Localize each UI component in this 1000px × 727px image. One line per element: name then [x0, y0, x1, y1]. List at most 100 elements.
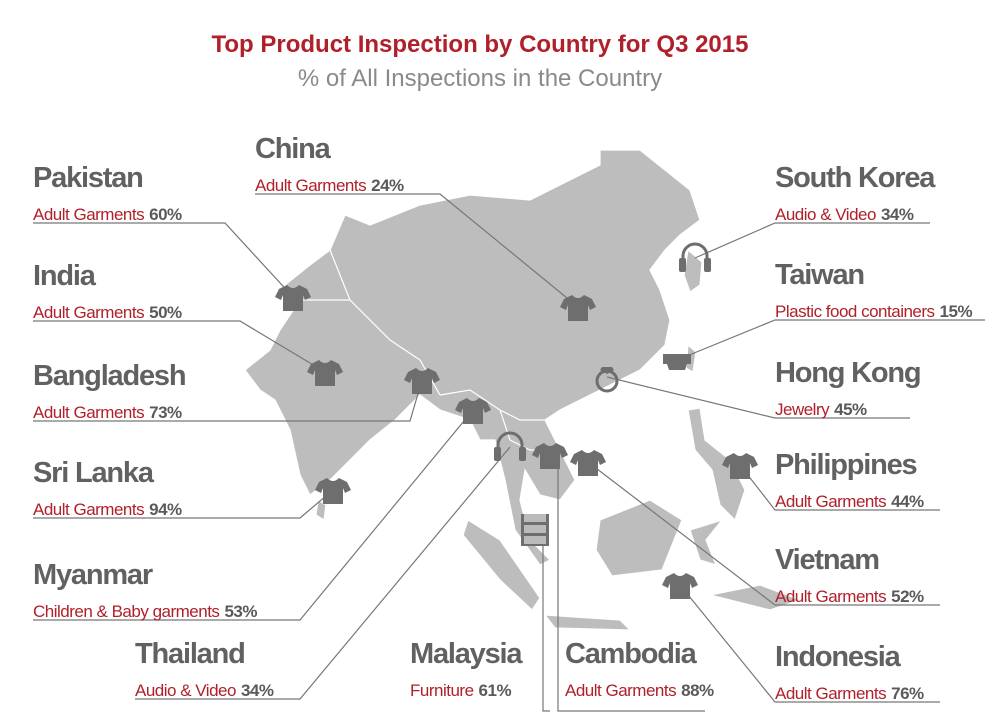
share: 50% — [149, 303, 182, 322]
share: 44% — [891, 492, 924, 511]
leader-line — [255, 193, 579, 308]
drawer — [524, 525, 546, 533]
philippines — [687, 407, 746, 522]
icon — [595, 367, 619, 393]
shirt-icon — [722, 453, 758, 479]
leader-line — [33, 222, 294, 298]
category: Children & Baby garments — [33, 602, 219, 621]
leader-line — [33, 489, 334, 519]
sumatra — [462, 519, 541, 611]
country-name: Cambodia — [565, 638, 698, 670]
country-detail: Plastic food containers 15% — [775, 302, 972, 321]
shirt-icon — [315, 478, 351, 504]
country-detail: Adult Garments 73% — [33, 403, 182, 422]
country-name: Indonesia — [775, 641, 902, 673]
java — [543, 614, 632, 631]
country-detail: Children & Baby garments 53% — [33, 602, 257, 621]
mainland — [244, 149, 701, 566]
shirt-icon — [455, 398, 491, 424]
share: 15% — [940, 302, 973, 321]
country-detail: Adult Garments 60% — [33, 205, 182, 224]
shirt-icon — [570, 450, 606, 476]
country-name: Taiwan — [775, 259, 864, 291]
leader-line — [679, 584, 940, 703]
icon — [315, 478, 351, 504]
subtitle: % of All Inspections in the Country — [298, 65, 662, 92]
category: Adult Garments — [565, 681, 676, 700]
country-detail: Adult Garments 50% — [33, 303, 182, 322]
country-detail: Audio & Video 34% — [775, 205, 914, 224]
share: 34% — [881, 205, 914, 224]
new-guinea — [709, 584, 802, 611]
earcup — [704, 258, 711, 272]
leader-line — [676, 319, 985, 361]
share: 60% — [149, 205, 182, 224]
share: 45% — [834, 400, 867, 419]
shirt-icon — [404, 368, 440, 394]
leader-line — [694, 222, 930, 259]
country-name: Hong Kong — [775, 357, 920, 389]
earcup — [679, 258, 686, 272]
shirt-icon — [560, 295, 596, 321]
category: Furniture — [410, 681, 474, 700]
leader-line — [135, 446, 511, 700]
country-name: Sri Lanka — [33, 457, 155, 489]
country-detail: Furniture 61% — [410, 681, 511, 700]
category: Adult Garments — [775, 587, 886, 606]
icon — [307, 360, 343, 386]
leader-line — [33, 409, 474, 621]
share: 24% — [371, 176, 404, 195]
country-detail: Jewelry 45% — [775, 400, 867, 419]
icon — [663, 354, 691, 370]
earcup — [519, 447, 526, 461]
category: Adult Garments — [775, 492, 886, 511]
category: Plastic food containers — [775, 302, 935, 321]
icon — [275, 285, 311, 311]
share: 73% — [149, 403, 182, 422]
earcup — [494, 447, 501, 461]
icon — [404, 368, 440, 394]
share: 88% — [681, 681, 714, 700]
map — [244, 149, 802, 631]
gem — [600, 367, 614, 374]
icon — [494, 431, 526, 461]
country-detail: Audio & Video 34% — [135, 681, 274, 700]
share: 53% — [224, 602, 257, 621]
country-name: South Korea — [775, 162, 936, 194]
leader-line — [557, 455, 705, 712]
icon — [455, 398, 491, 424]
icon — [570, 450, 606, 476]
country-name: Myanmar — [33, 559, 153, 591]
share: 76% — [891, 684, 924, 703]
icon — [662, 573, 698, 599]
leader-line — [606, 376, 910, 419]
category: Adult Garments — [255, 176, 366, 195]
country-name: Malaysia — [410, 638, 523, 670]
category: Adult Garments — [33, 205, 144, 224]
country-name: Philippines — [775, 449, 917, 481]
icon — [532, 443, 568, 469]
headphones-icon — [496, 431, 524, 451]
country-detail: Adult Garments 24% — [255, 176, 404, 195]
leader-line — [542, 530, 550, 712]
sulawesi — [689, 518, 724, 566]
container-icon — [663, 354, 691, 370]
category: Audio & Video — [775, 205, 876, 224]
shirt-icon — [275, 285, 311, 311]
leader-line — [33, 320, 326, 373]
labels: Pakistan Adult Garments 60% China Adult Garm… — [33, 133, 985, 712]
country-name: Thailand — [135, 638, 245, 670]
icon — [722, 453, 758, 479]
share: 34% — [241, 681, 274, 700]
drawer — [524, 536, 546, 544]
shirt-icon — [307, 360, 343, 386]
leader-line — [587, 461, 940, 606]
share: 61% — [479, 681, 512, 700]
country-detail: Adult Garments 88% — [565, 681, 714, 700]
shirt-icon — [662, 573, 698, 599]
country-name: Pakistan — [33, 162, 143, 194]
category: Adult Garments — [33, 403, 144, 422]
country-name: India — [33, 260, 97, 292]
category: Audio & Video — [135, 681, 236, 700]
drawer — [524, 514, 546, 522]
